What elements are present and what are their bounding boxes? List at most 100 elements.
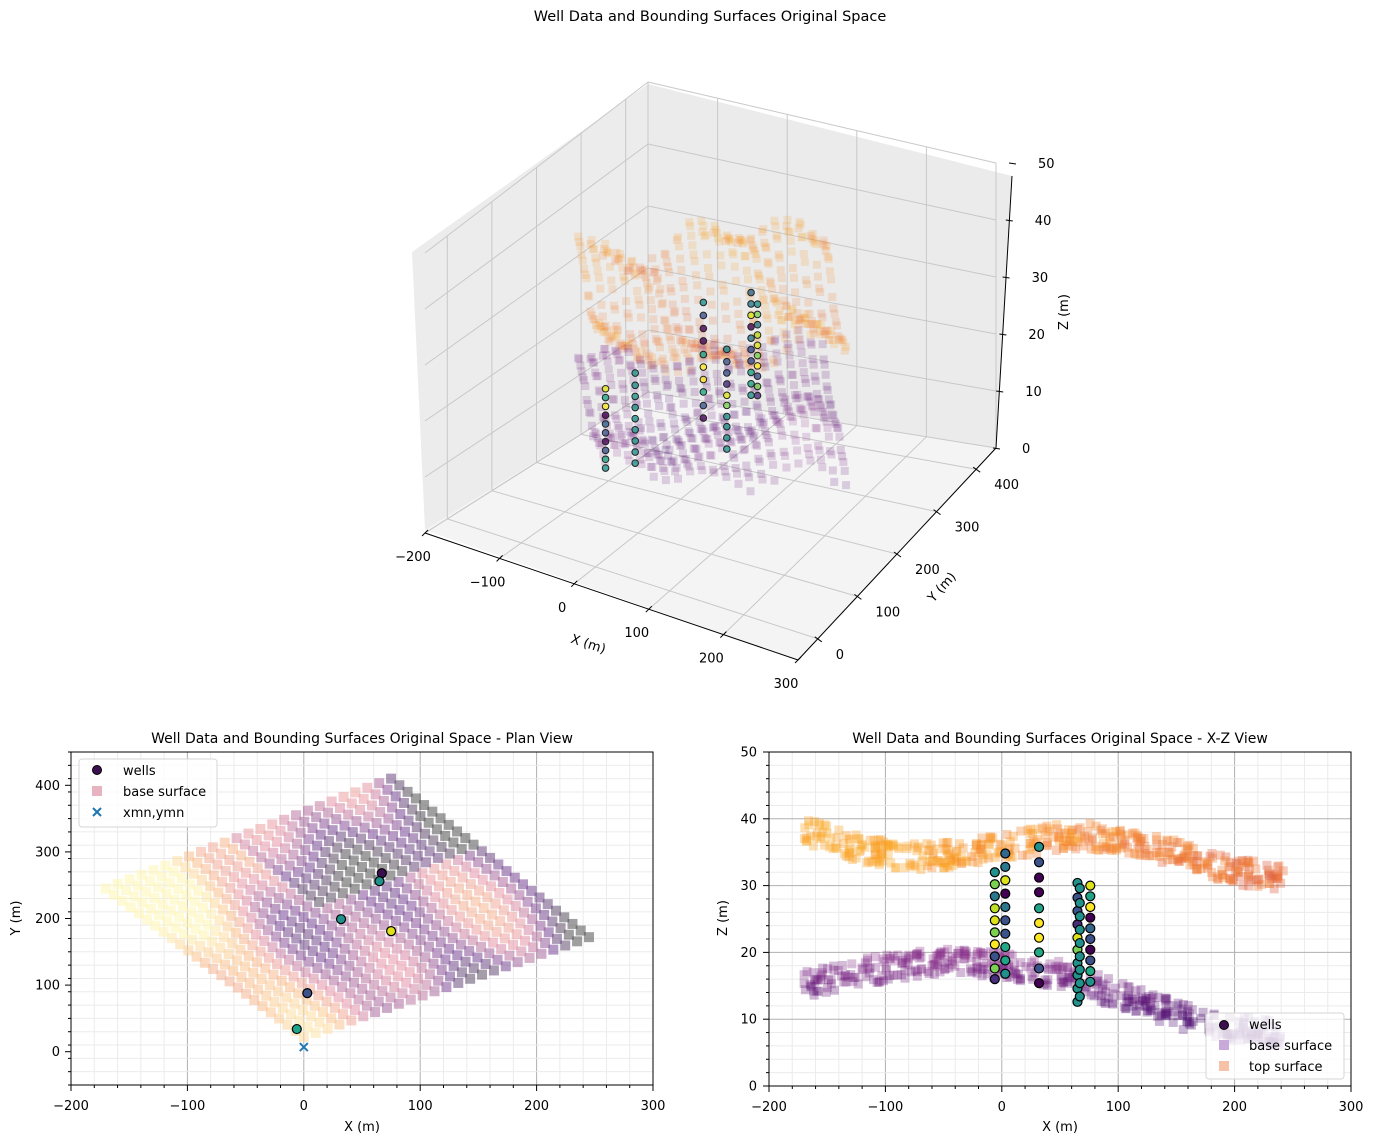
plan-surface-cell: [338, 1009, 349, 1020]
xz-base-surface-cell: [913, 949, 923, 959]
xz-well-sample: [1033, 857, 1045, 868]
surface-3d-base-cell: [750, 431, 759, 440]
xz-base-surface-cell: [933, 951, 943, 961]
plan-surface-cell: [361, 879, 372, 890]
xz-top-surface-cell: [1100, 842, 1110, 852]
grid-3d-back: [647, 391, 997, 449]
plan-surface-cell: [518, 879, 529, 890]
xz-base-surface-cell: [916, 952, 926, 962]
surface-3d-top-cell: [749, 317, 758, 326]
surface-3d-top-cell: [742, 355, 751, 364]
surface-3d-base-cell: [651, 377, 660, 386]
xz-base-surface-cell: [893, 970, 903, 980]
plan-surface-cell: [188, 868, 199, 879]
surface-3d-top-cell: [596, 321, 605, 330]
well-3d-sample: [631, 414, 639, 423]
surface-3d-top-cell: [602, 247, 611, 256]
surface-3d-top-cell: [608, 333, 617, 342]
xz-base-surface-cell: [956, 968, 966, 978]
xz-top-surface-cell: [950, 852, 960, 862]
surface-3d-base-cell: [643, 448, 652, 457]
xz-base-surface-cell: [929, 969, 939, 979]
xz-legend-base-label: base surface: [1249, 1039, 1332, 1054]
surface-3d-top-cell: [687, 231, 696, 240]
xz-base-surface-cell: [901, 952, 911, 962]
surface-3d-top-cell: [677, 337, 686, 346]
xz-base-surface-cell: [1120, 1004, 1130, 1014]
surface-3d-top-cell: [578, 256, 587, 265]
surface-3d-base-cell: [577, 367, 586, 376]
xz-base-surface-cell: [978, 949, 988, 959]
xz-top-surface-cell: [1065, 836, 1075, 846]
xz-base-surface-cell: [1153, 1011, 1163, 1021]
plan-y-tick-label: 300: [35, 845, 60, 860]
surface-3d-base-cell: [609, 395, 618, 404]
plan-surface-cell: [190, 924, 201, 935]
surface-3d-top-cell: [828, 293, 837, 302]
plan-surface-cell: [316, 979, 327, 990]
plan-surface-cell: [476, 941, 487, 952]
xz-top-surface-cell: [1246, 875, 1256, 885]
xz-well-sample: [1000, 888, 1011, 899]
grid-3d-floor: [580, 433, 937, 513]
surface-3d-base-cell: [792, 394, 801, 403]
plan-surface-cell: [232, 982, 243, 993]
z-tick-label-3d: 0: [1022, 442, 1030, 457]
surface-3d-top-cell: [666, 284, 675, 293]
xz-base-surface-cell: [883, 974, 893, 984]
surface-3d-top-cell: [787, 247, 796, 256]
surface-3d-base-cell: [614, 356, 623, 365]
plan-surface-cell: [530, 903, 541, 914]
surface-3d-top-cell: [799, 313, 808, 322]
surface-3d-base-cell: [708, 465, 717, 474]
plan-surface-cell: [281, 992, 292, 1003]
plan-surface-cell: [132, 880, 143, 891]
pane-back: [648, 84, 1012, 448]
xz-base-surface-cell: [817, 968, 827, 978]
xz-legend-wells-label: wells: [1249, 1018, 1282, 1033]
plan-surface-cell: [436, 965, 447, 976]
plan-surface-cell: [411, 918, 422, 929]
xz-well-sample: [1033, 903, 1045, 914]
surface-3d-top-cell: [623, 309, 632, 318]
xz-top-surface-cell: [1114, 841, 1124, 851]
surface-3d-top-cell: [619, 344, 628, 353]
surface-3d-base-cell: [728, 450, 737, 459]
plan-surface-cell: [399, 922, 410, 933]
plan-surface-cell: [346, 798, 357, 809]
xz-base-surface-cell: [1009, 960, 1019, 970]
surface-3d-top-cell: [790, 320, 799, 329]
xz-top-surface-cell: [1254, 874, 1264, 884]
xz-base-surface-cell: [981, 958, 991, 968]
xz-top-surface-cell: [854, 846, 864, 856]
xz-base-surface-cell: [950, 961, 960, 971]
surface-3d-top-cell: [813, 272, 822, 281]
xz-well-sample: [989, 891, 1000, 902]
surface-3d-top-cell: [815, 284, 824, 293]
surface-3d-top-cell: [666, 336, 675, 345]
well-3d-sample: [631, 392, 639, 401]
surface-3d-top-cell: [757, 359, 766, 368]
surface-3d-top-cell: [794, 335, 803, 344]
xz-top-surface-cell: [809, 817, 819, 827]
xz-top-surface-cell: [1071, 844, 1081, 854]
surface-3d-top-cell: [713, 233, 722, 242]
surface-3d-top-cell: [607, 332, 616, 341]
xz-top-surface-cell: [917, 856, 927, 866]
surface-3d-top-cell: [664, 324, 673, 333]
surface-3d-base-cell: [623, 410, 632, 419]
surface-3d-base-cell: [743, 468, 752, 477]
xz-base-surface-cell: [997, 964, 1007, 974]
xz-top-surface-cell: [922, 839, 932, 849]
plan-surface-cell: [485, 852, 496, 863]
surface-3d-top-cell: [660, 249, 669, 258]
xz-base-surface-cell: [1057, 965, 1067, 975]
surface-3d-top-cell: [641, 273, 650, 282]
plan-surface-cell: [431, 824, 442, 835]
xz-top-surface-cell: [1008, 831, 1018, 841]
surface-3d-top-cell: [654, 338, 663, 347]
plan-surface-cell: [356, 956, 367, 967]
xz-top-surface-cell: [891, 863, 901, 873]
surface-3d-top-cell: [827, 327, 836, 336]
plan-surface-cell: [309, 1000, 320, 1011]
